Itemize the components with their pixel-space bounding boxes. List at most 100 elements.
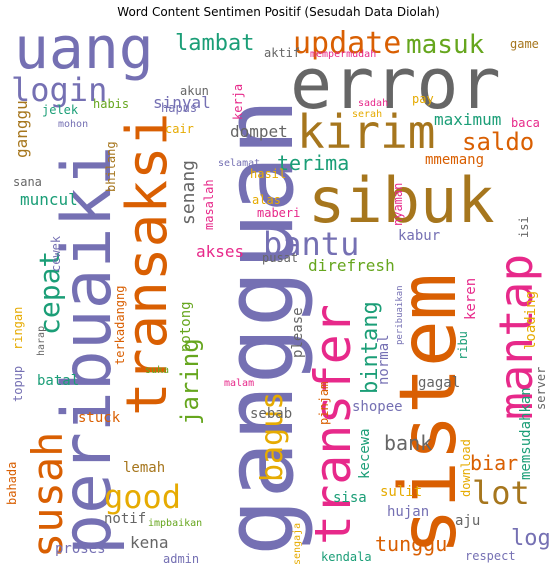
word-sebab: sebab (250, 406, 292, 422)
word-masuk: masuk (406, 30, 485, 60)
word-suka: suka (145, 365, 169, 376)
word-uang: uang (14, 14, 154, 82)
word-bahada: bahada (5, 462, 19, 505)
word-baca: baca (511, 116, 540, 130)
word-transfer: transfer (304, 304, 362, 545)
word-gagal: gagal (418, 375, 460, 391)
word-lemah: lemah (123, 460, 165, 476)
word-bhilang: bhilang (104, 141, 118, 192)
word-kabur: kabur (398, 228, 440, 244)
word-sengaja: sengaja (292, 523, 303, 565)
word-potong: potong (178, 301, 194, 352)
word-lambat: lambat (175, 31, 254, 56)
word-hapus: hapus (161, 101, 197, 115)
word-shopee: shopee (352, 399, 403, 415)
word-error: error (290, 43, 501, 125)
word-cewek: cewek (49, 235, 63, 272)
word-server: server (534, 367, 548, 410)
word-keren: keren (463, 278, 479, 320)
word-hujan: hujan (387, 504, 429, 520)
word-terkadangng: terkadangng (113, 286, 127, 365)
word-jaring: jaring (176, 338, 204, 425)
word-selamat: selamat (218, 158, 260, 169)
word-serah: serah (352, 109, 382, 120)
word-mmemang: mmemang (425, 152, 484, 168)
word-log: log (511, 526, 551, 551)
word-aktif: aktif (264, 46, 300, 60)
word-bank: bank (384, 431, 432, 455)
word-update: update (293, 26, 401, 61)
word-kena: kena (130, 533, 169, 552)
word-normal: normal (376, 334, 392, 385)
word-ribu: ribu (456, 331, 470, 360)
word-notif: notif (104, 511, 146, 527)
word-kendala: kendala (321, 550, 372, 564)
word-saldo: saldo (462, 128, 534, 156)
word-mohon: mohon (58, 119, 88, 130)
word-nyaman: nyaman (391, 183, 405, 226)
word-sinyal: sinyal (153, 93, 211, 112)
word-kirim: kirim (297, 105, 435, 159)
word-dompet: dompet (230, 122, 288, 141)
word-masalah: masalah (202, 179, 216, 230)
word-good: good (104, 478, 181, 516)
word-bantu: bantu (263, 225, 359, 263)
word-cepat: cepat (33, 251, 66, 335)
word-malam: malam (224, 378, 254, 389)
word-jelek: jelek (42, 103, 79, 117)
word-memsudahkan: memsudahkan (518, 387, 534, 480)
word-biar: biar (470, 451, 518, 475)
word-sadah: sadah (358, 98, 388, 109)
word-terima: terima (277, 151, 349, 175)
word-download: download (459, 439, 473, 497)
word-ringan: ringan (11, 307, 25, 350)
word-isi: isi (517, 216, 531, 238)
word-ganggu: ganggu (12, 100, 31, 158)
word-peribuaiki: peribuaiki (48, 146, 127, 555)
word-tunggu: tunggu (375, 532, 447, 556)
word-transaksi: transaksi (115, 113, 180, 416)
word-kecewa: kecewa (357, 428, 373, 479)
word-sistem: sistem (384, 273, 474, 555)
word-loading: loading (523, 291, 539, 350)
word-respect: respect (465, 549, 516, 563)
word-muncul: muncul (20, 190, 78, 209)
word-hasil: hasil (250, 167, 286, 181)
word-pay: pay (412, 92, 434, 106)
word-maberi: maberi (257, 206, 300, 220)
word-bintang: bintang (358, 301, 383, 394)
word-topup: topup (11, 366, 25, 402)
word-mempermudah: mempermudah (310, 49, 376, 60)
word-direfresh: direfresh (308, 256, 395, 275)
word-game: game (510, 37, 539, 51)
word-gangguan: gangguan (205, 98, 315, 556)
word-proses: proses (55, 541, 106, 557)
word-kerja: kerja (231, 84, 245, 120)
word-peribuaikan: peribuaikan (395, 285, 405, 345)
word-aju: aju (455, 513, 480, 529)
word-bagus: bagus (255, 392, 290, 482)
chart-title: Word Content Sentimen Positif (Sesudah D… (117, 5, 440, 19)
word-sisa: sisa (333, 490, 367, 506)
word-susah: susah (23, 432, 72, 558)
word-maximum: maximum (434, 110, 501, 129)
word-login: login (11, 71, 107, 109)
word-senang: senang (178, 160, 199, 225)
word-mantap: mantap (489, 254, 543, 420)
word-habis: habis (93, 97, 129, 111)
word-sibuk: sibuk (308, 164, 495, 237)
word-batal: batal (37, 373, 79, 389)
word-sana: sana (13, 175, 42, 189)
word-harap: harap (36, 326, 47, 356)
word-pinjam: pinjam (317, 382, 331, 425)
word-alas: alas (252, 193, 281, 207)
word-cair: cair (165, 122, 194, 136)
word-akun: akun (180, 84, 209, 98)
word-impbaikan: impbaikan (148, 518, 202, 529)
word-pusat: pusat (262, 251, 298, 265)
word-sulit: sulit (380, 484, 422, 500)
word-admin: admin (163, 552, 199, 566)
word-akses: akses (196, 242, 244, 261)
